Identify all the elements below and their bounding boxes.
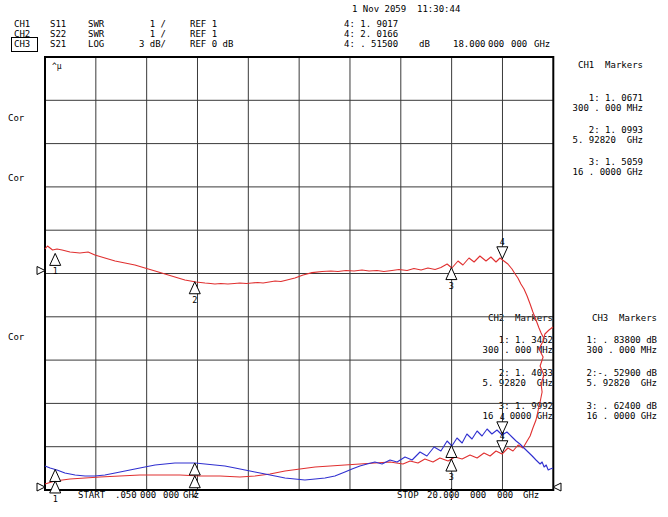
svg-text:4: 4 bbox=[500, 431, 505, 441]
svg-text:1: 1 bbox=[53, 494, 58, 504]
svg-text:1: 1 bbox=[53, 266, 58, 276]
svg-text:4: 4 bbox=[500, 412, 505, 422]
graticule-plot: 1 2 3 4 1 2 3 4 4 bbox=[0, 0, 668, 517]
svg-text:4: 4 bbox=[500, 237, 505, 247]
svg-text:2: 2 bbox=[192, 489, 197, 499]
svg-text:3: 3 bbox=[449, 472, 454, 482]
svg-text:2: 2 bbox=[192, 295, 197, 305]
svg-text:3: 3 bbox=[449, 281, 454, 291]
network-analyzer-screen: 1 Nov 2059 11:30:44 CH1 S11 SWR 1 / REF … bbox=[0, 0, 668, 517]
